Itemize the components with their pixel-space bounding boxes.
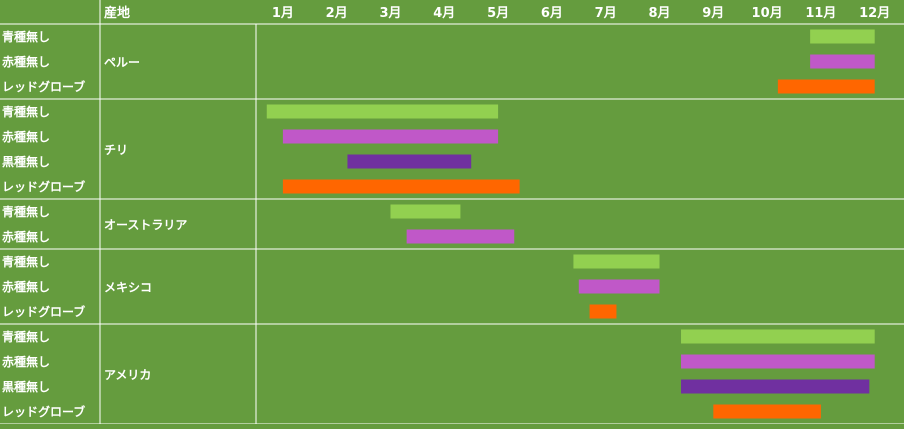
variety-label: 赤種無し [2, 54, 50, 69]
month-header: 11月 [805, 6, 836, 21]
variety-label: 赤種無し [2, 354, 50, 369]
month-header: 8月 [648, 6, 670, 21]
bar-アメリカ-赤種無し [681, 354, 875, 369]
bar-メキシコ-青種無し [573, 254, 660, 269]
variety-label: 赤種無し [2, 279, 50, 294]
month-header: 6月 [541, 6, 563, 21]
variety-label: レッドグローブ [2, 179, 85, 194]
variety-label: レッドグローブ [2, 404, 85, 419]
bar-メキシコ-赤種無し [578, 279, 660, 294]
bar-アメリカ-青種無し [681, 329, 875, 344]
bars [266, 29, 875, 419]
variety-label: 青種無し [2, 29, 50, 44]
month-header: 4月 [433, 6, 455, 21]
variety-label: 赤種無し [2, 129, 50, 144]
month-header: 9月 [702, 6, 724, 21]
variety-label: 青種無し [2, 204, 50, 219]
variety-label: 黒種無し [2, 154, 50, 169]
month-header: 10月 [752, 6, 783, 21]
month-header: 1月 [272, 6, 294, 21]
variety-label: 青種無し [2, 329, 50, 344]
month-header: 12月 [859, 6, 890, 21]
month-header: 7月 [595, 6, 617, 21]
header-row: 産地 1月 2月 3月 4月 5月 6月 7月 8月 9月 10月 11月 12月 [104, 5, 890, 21]
origin-label: ペルー [104, 56, 140, 70]
bar-チリ-赤種無し [282, 129, 499, 144]
bar-ペルー-青種無し [810, 29, 875, 44]
origin-label: メキシコ [104, 281, 152, 295]
month-header: 5月 [487, 6, 509, 21]
bar-アメリカ-レッドグローブ [713, 404, 821, 419]
variety-label: 赤種無し [2, 229, 50, 244]
month-header: 2月 [326, 6, 348, 21]
row-labels: 青種無し赤種無しレッドグローブペルー青種無し赤種無し黒種無しレッドグローブチリ青… [2, 29, 187, 419]
origin-label: オーストラリア [104, 218, 187, 232]
bar-ペルー-レッドグローブ [777, 79, 875, 94]
origin-label: アメリカ [104, 368, 151, 382]
bar-チリ-レッドグローブ [282, 179, 520, 194]
origin-label: チリ [104, 143, 128, 157]
variety-label: 青種無し [2, 254, 50, 269]
variety-label: 青種無し [2, 104, 50, 119]
variety-label: レッドグローブ [2, 304, 85, 319]
bar-ペルー-赤種無し [810, 54, 875, 69]
bar-チリ-黒種無し [347, 154, 472, 169]
month-header: 3月 [379, 6, 401, 21]
bar-オーストラリア-青種無し [390, 204, 461, 219]
variety-label: 黒種無し [2, 379, 50, 394]
bar-メキシコ-レッドグローブ [589, 304, 617, 319]
origin-column-header: 産地 [104, 5, 130, 21]
variety-label: レッドグローブ [2, 79, 85, 94]
bar-オーストラリア-赤種無し [406, 229, 515, 244]
bar-アメリカ-黒種無し [681, 379, 870, 394]
bar-チリ-青種無し [266, 104, 499, 119]
